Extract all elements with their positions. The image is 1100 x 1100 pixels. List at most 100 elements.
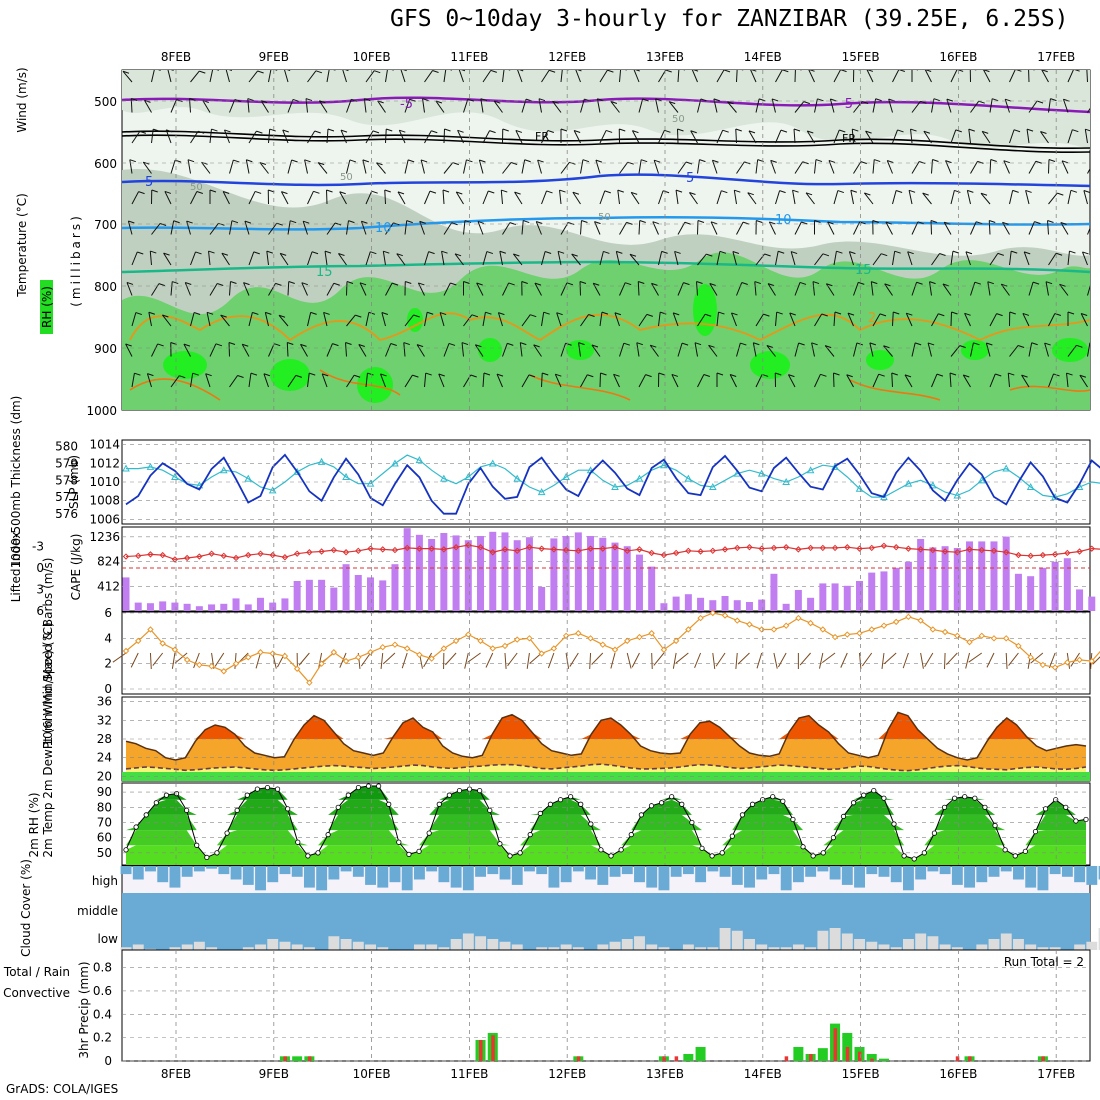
thickness-marker [611,482,619,491]
wind-barb-flag [371,190,378,194]
wind-barb-flag [572,191,580,195]
wind10-barb [694,652,702,669]
wind-barb-flag [983,70,990,73]
rh2m-marker [972,795,978,801]
wind-barb-flag [719,250,727,254]
cape-bar [1088,596,1096,611]
date-label-bottom: 10FEB [353,1067,391,1081]
wind-barb [419,221,425,235]
wind10-marker [428,655,435,662]
wind-barb [443,343,450,357]
date-label-bottom: 13FEB [646,1067,684,1081]
wind-barb [942,283,952,296]
date-label-top: 16FEB [939,50,977,64]
cloud-high-bar [414,866,425,880]
cloud-high-bar [915,866,927,880]
wind-barb [892,251,896,266]
wind-barb-flag [209,189,217,193]
wind-barb [1087,284,1090,296]
wind-barb-flag [444,128,451,132]
cloud-low-bar [255,944,266,950]
cloud-low-bar [756,944,768,950]
wind-barb-flag [587,374,594,378]
wind-barb [206,312,211,327]
wind-barb [122,70,133,83]
wind-barb-flag [616,250,623,254]
rh2m-marker [466,786,473,792]
wind-barb-flag [187,159,195,163]
wind-barb [794,342,800,357]
li-marker [562,546,570,554]
cloud-high-bar [854,866,865,888]
wind-barb [638,220,641,235]
wind-barb [872,159,875,174]
wind-barb-flag [244,220,252,224]
pressure-level-label: 600 [94,157,117,171]
wind-barb-flag [945,160,952,164]
rh2m-marker [416,848,422,854]
cape-bar [929,547,937,611]
wind-barb-flag [256,130,263,134]
wind-barb [541,130,549,144]
precip-bars [279,1023,1048,1061]
wind-barb [964,313,971,327]
rh2m-marker [568,794,574,800]
wind10-marker [367,649,374,656]
wind-barb-flag [237,375,244,379]
wind-barb [931,253,940,266]
wind-barb-flag [874,159,881,163]
slp-ylabel-slp: SLP (mb) [67,455,81,509]
wind-barb [814,98,818,113]
wind-barb [380,373,386,388]
cloud-low-bar [707,947,719,950]
wind-barb [496,373,503,388]
cloud-high-bar [1025,866,1037,888]
wind10-marker [746,621,753,628]
wind-barb [482,312,486,327]
wind-barb [404,99,411,113]
wind-barb-flag [884,283,891,287]
wind-barb-flag [1022,312,1030,316]
wind-barb [814,159,817,174]
wind-barb-flag [420,159,428,163]
contour-plus10 [122,215,1090,231]
wind-barb [502,343,508,357]
wind-barb [190,312,195,327]
wind10-barb [1005,652,1008,670]
cape-bar [489,531,497,611]
wind-barb [677,342,683,357]
wind-barb-flag [157,343,164,347]
li-marker [513,547,521,555]
li-marker [990,547,998,555]
wind-barb-flag [779,190,786,194]
upper-ylabel-temp: Temperature (°C) [15,193,29,298]
precip-convective-bar [283,1056,287,1061]
wind-barb-flag [878,373,885,377]
wind-barb-flag [675,189,683,193]
rh2m-marker [770,794,776,800]
wind-barb-flag [282,129,289,133]
wind10-barb [883,652,897,665]
rh2m-marker [547,801,554,807]
wind-barb-flag [573,130,581,134]
wind-barb-flag [846,374,853,378]
wind-barb [812,281,815,296]
wind-barb-flag [1093,222,1099,224]
wind-barb [190,70,200,83]
date-label-top: 9FEB [259,50,289,64]
wind-barb [748,130,757,144]
wind-barb-flag [524,159,531,163]
li-marker [880,542,888,549]
wind-barb-flag [600,372,607,376]
wind10-markers [122,609,1095,686]
wind-barb-flag [689,192,696,196]
cloud-low-bar [792,944,804,950]
wind-barb-flag [973,342,980,346]
wind-barb [268,70,272,83]
wind-barb-flag [658,372,665,376]
wind-barb [131,312,137,327]
wind-barb [1067,190,1072,205]
wind-barb-flag [665,70,672,73]
wind-barb-flag [908,189,916,193]
